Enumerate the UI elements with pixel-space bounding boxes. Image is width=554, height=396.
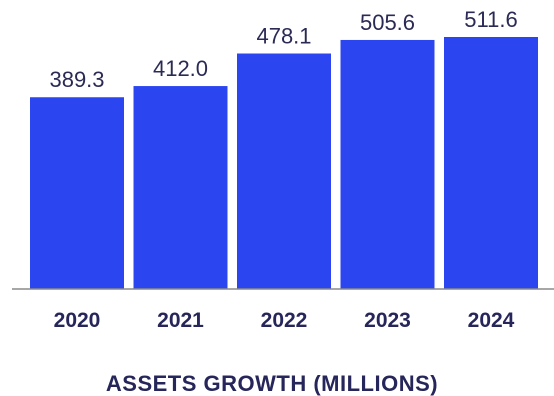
- bar-2022: [237, 53, 331, 289]
- value-labels-group: 389.3 412.0 478.1 505.6 511.6: [49, 7, 517, 92]
- bar-2020: [30, 97, 124, 289]
- bar-2023: [340, 39, 435, 290]
- x-tick-label-2021: 2021: [157, 309, 204, 332]
- bar-value-label-2021: 412.0: [153, 56, 208, 81]
- x-tick-label-2022: 2022: [261, 309, 308, 332]
- bar-2024: [444, 37, 538, 289]
- x-tick-label-2024: 2024: [468, 309, 515, 332]
- bar-2021: [133, 86, 228, 289]
- x-tick-labels-group: 2020 2021 2022 2023 2024: [54, 309, 515, 332]
- bar-value-label-2020: 389.3: [49, 67, 104, 92]
- bar-value-label-2024: 511.6: [464, 7, 517, 32]
- x-tick-label-2023: 2023: [364, 309, 411, 332]
- bar-value-label-2023: 505.6: [360, 10, 415, 35]
- bars-group: [30, 37, 538, 290]
- chart-title: ASSETS GROWTH (MILLIONS): [106, 371, 438, 396]
- x-tick-label-2020: 2020: [54, 309, 101, 332]
- bar-value-label-2022: 478.1: [256, 24, 311, 49]
